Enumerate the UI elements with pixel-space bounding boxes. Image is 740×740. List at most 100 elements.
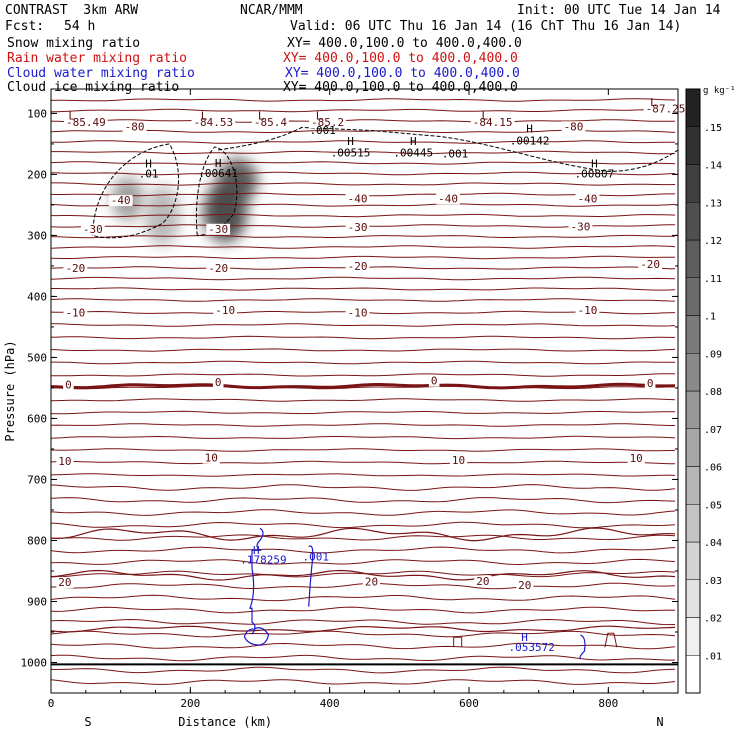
colorbar-segment xyxy=(685,428,701,467)
temperature-contour-label: -30 xyxy=(571,220,591,233)
temperature-contour-layer xyxy=(51,98,676,685)
y-tick-label: 100 xyxy=(27,107,47,120)
cloud-water-contour xyxy=(308,545,314,607)
cloud-water-contour xyxy=(579,634,586,660)
temperature-contour-line xyxy=(51,423,675,427)
cloud-ice-max-marker: H xyxy=(215,157,222,170)
temperature-contour-label: 10 xyxy=(205,452,218,465)
temperature-contour-line xyxy=(51,625,676,633)
y-tick-label: 200 xyxy=(27,168,47,181)
temperature-contour-label: -84.53 xyxy=(193,116,233,129)
temperature-contour-line xyxy=(51,509,676,516)
temperature-extremum-marker: L xyxy=(68,110,75,123)
y-tick-label: 600 xyxy=(27,412,47,425)
contour-label-bg xyxy=(627,453,645,465)
temperature-extremum-marker: L xyxy=(258,110,265,123)
zero-degree-contour xyxy=(51,382,676,390)
temperature-contour-line xyxy=(51,360,675,365)
colorbar-tick-label: .01 xyxy=(704,651,722,662)
temperature-contour-line xyxy=(51,654,676,662)
colorbar-segment xyxy=(685,390,701,429)
contour-label-bg xyxy=(191,116,236,128)
contour-label-bg xyxy=(213,304,238,316)
cloud-ice-label: .00807 xyxy=(575,167,615,180)
cloud-ice-max-marker: H xyxy=(526,122,533,135)
temperature-contour-label: 0 xyxy=(65,378,72,391)
temperature-contour-line xyxy=(51,484,676,491)
y-tick-label: 400 xyxy=(27,290,47,303)
x-tick-label: 0 xyxy=(48,697,55,710)
contour-label-bg xyxy=(63,262,88,274)
temperature-contour-line xyxy=(51,150,676,155)
cloud-ice-label: .00641 xyxy=(198,167,238,180)
contour-label-bg xyxy=(251,116,289,128)
temperature-contour-line xyxy=(51,245,676,249)
temperature-contour-label: 10 xyxy=(452,454,465,467)
temperature-contour-line xyxy=(51,385,676,390)
colorbar-segment xyxy=(685,617,701,656)
temperature-contour-label: -40 xyxy=(111,194,131,207)
temperature-contour-line xyxy=(51,527,676,542)
colorbar: .01 .02 .03 .04 .05 .06 .07 .08 .09 .1 .11 .12 .13 .1… xyxy=(685,86,736,694)
y-tick-label: 700 xyxy=(27,473,47,486)
colorbar-tick-label: .09 xyxy=(704,349,722,360)
temperature-contour-line xyxy=(51,213,676,218)
temperature-contour-label: -85.4 xyxy=(254,116,287,129)
temperature-contour-label: 0 xyxy=(431,375,438,388)
colorbar-segment xyxy=(685,239,701,278)
header-model: CONTRAST 3km ARW xyxy=(5,3,139,18)
contour-label-bg xyxy=(206,262,231,274)
temperature-contour-line xyxy=(604,632,618,648)
header-fcst-label: Fcst: xyxy=(5,19,45,34)
cloud-water-label: .001 xyxy=(302,551,329,564)
temperature-contour-label: -10 xyxy=(65,306,85,319)
colorbar-tick-label: .07 xyxy=(704,425,722,436)
header-center: NCAR/MMM xyxy=(240,3,303,18)
field-rain-xy: XY= 400.0,100.0 to 400.0,400.0 xyxy=(283,51,518,66)
temperature-contour-label: -20 xyxy=(640,258,660,271)
temperature-contour-label: -20 xyxy=(348,260,368,273)
contour-label-layer: -85.49 -80 -84.53 -85.4 -85.2 -84.15 -80 -87.25… xyxy=(56,96,688,654)
temperature-contour-line xyxy=(51,255,675,260)
temperature-contour-line xyxy=(51,448,676,452)
snow-shade-blob xyxy=(144,185,181,246)
y-tick-label: 800 xyxy=(27,534,47,547)
contour-label-bg xyxy=(568,221,593,233)
contour-label-bg xyxy=(122,121,147,133)
temperature-contour-label: 0 xyxy=(647,377,654,390)
temperature-contour-line xyxy=(51,335,675,340)
colorbar-segment xyxy=(685,541,701,580)
contour-label-bg xyxy=(64,116,108,128)
colorbar-tick-label: .02 xyxy=(704,614,722,625)
cloud-ice-max-marker: H xyxy=(347,135,354,148)
cloud-water-contour xyxy=(243,627,270,646)
temperature-contour-line xyxy=(51,606,676,614)
cloud-ice-label: .00445 xyxy=(393,147,433,160)
x-tick-label: 800 xyxy=(598,697,618,710)
temperature-contour-line xyxy=(51,98,676,102)
contour-label-bg xyxy=(428,375,440,387)
temperature-contour-line xyxy=(51,558,676,566)
colorbar-tick-label: .05 xyxy=(704,500,722,511)
temperature-contour-label: -80 xyxy=(125,120,145,133)
contour-label-bg xyxy=(345,221,370,233)
temperature-contour-line xyxy=(51,182,676,186)
temperature-contour-label: -85.2 xyxy=(311,116,344,129)
temperature-contour-line xyxy=(51,234,675,239)
colorbar-tick-label: .12 xyxy=(704,236,722,247)
temperature-contour-label: -10 xyxy=(348,306,368,319)
colorbar-segment xyxy=(685,466,701,505)
temperature-contour-line xyxy=(51,276,676,281)
cloud-water-contour xyxy=(249,527,264,635)
colorbar-tick-label: .15 xyxy=(704,123,722,134)
contour-label-bg xyxy=(202,452,220,464)
temperature-contour-label: 10 xyxy=(58,455,71,468)
colorbar-tick-label: .04 xyxy=(704,538,722,549)
contour-label-bg xyxy=(575,193,600,205)
header-valid: Valid: 06 UTC Thu 16 Jan 14 (16 ChT Thu … xyxy=(290,19,682,34)
colorbar-tick-label: .08 xyxy=(704,387,722,398)
x-tick-label: 200 xyxy=(180,697,200,710)
temperature-contour-label: -40 xyxy=(577,192,597,205)
contour-label-bg xyxy=(63,379,74,391)
